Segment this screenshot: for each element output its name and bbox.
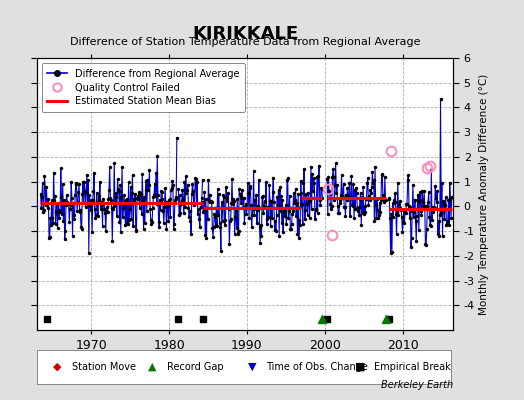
- Text: ■: ■: [355, 362, 366, 372]
- Title: KIRIKKALE: KIRIKKALE: [192, 24, 298, 42]
- Text: Empirical Break: Empirical Break: [374, 362, 451, 372]
- Text: Record Gap: Record Gap: [167, 362, 224, 372]
- Legend: Difference from Regional Average, Quality Control Failed, Estimated Station Mean: Difference from Regional Average, Qualit…: [41, 63, 245, 112]
- Text: ◆: ◆: [53, 362, 62, 372]
- Text: Difference of Station Temperature Data from Regional Average: Difference of Station Temperature Data f…: [70, 37, 420, 47]
- Text: Station Move: Station Move: [72, 362, 136, 372]
- Y-axis label: Monthly Temperature Anomaly Difference (°C): Monthly Temperature Anomaly Difference (…: [479, 73, 489, 315]
- Text: ▲: ▲: [148, 362, 157, 372]
- Text: Berkeley Earth: Berkeley Earth: [381, 380, 453, 390]
- Text: ▼: ▼: [248, 362, 256, 372]
- Text: Time of Obs. Change: Time of Obs. Change: [266, 362, 368, 372]
